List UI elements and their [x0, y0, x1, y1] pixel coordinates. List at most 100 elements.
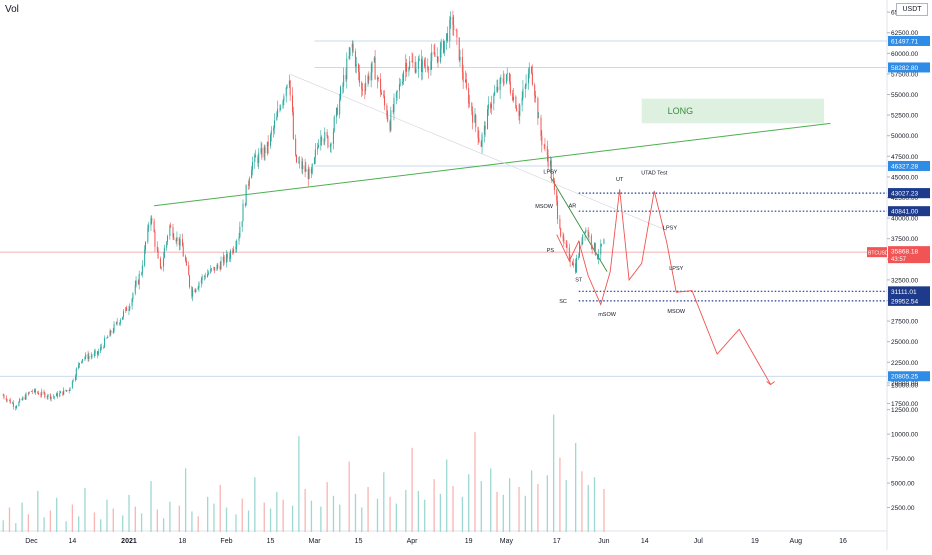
- volume-bar: [439, 493, 442, 532]
- candle-body: [163, 258, 165, 267]
- candle-body: [506, 73, 508, 75]
- candle-body: [189, 275, 191, 288]
- candle-body: [283, 96, 285, 101]
- x-tick-label: May: [500, 538, 514, 545]
- volume-bar: [537, 484, 539, 532]
- candle-body: [305, 169, 307, 172]
- volume-bar: [37, 490, 39, 532]
- candle-body: [456, 30, 458, 38]
- candle-body: [157, 249, 159, 259]
- candle-body: [575, 257, 577, 273]
- candle-body: [373, 57, 375, 62]
- candle-body: [380, 78, 382, 93]
- candle-body: [550, 160, 552, 178]
- x-tick-label: 17: [553, 538, 561, 545]
- candle-body: [553, 177, 555, 181]
- candle-body: [213, 267, 215, 269]
- candle-body: [428, 69, 430, 71]
- candle-body: [563, 237, 565, 244]
- candle-body: [478, 138, 480, 142]
- candle-body: [239, 226, 241, 238]
- volume-bar: [291, 505, 294, 532]
- candle-body: [537, 98, 539, 118]
- volume-bar: [348, 461, 350, 532]
- volume-bar: [518, 486, 520, 532]
- candle-body: [276, 116, 278, 121]
- candle-body: [170, 225, 172, 228]
- volume-bar: [56, 497, 58, 532]
- candle-body: [588, 235, 590, 237]
- volume-bar: [603, 488, 605, 532]
- price-level-tag: [888, 35, 930, 46]
- candle-body: [365, 82, 367, 91]
- candle-body: [273, 120, 275, 128]
- candle-body: [220, 260, 222, 270]
- candle-body: [386, 105, 388, 116]
- x-tick-label: Aug: [790, 538, 803, 545]
- y-tick-label: 32500.00: [891, 277, 918, 284]
- candle-body: [472, 111, 474, 123]
- candle-body: [326, 132, 328, 137]
- candle-body: [248, 178, 250, 186]
- candle-body: [100, 347, 102, 348]
- y-tick-label: 47500.00: [891, 154, 918, 161]
- candle-body: [399, 83, 401, 85]
- volume-bar: [21, 502, 23, 532]
- price-level-tag-label: 20805.25: [891, 374, 918, 381]
- candle-body: [556, 190, 558, 201]
- long-zone-label: LONG: [668, 106, 694, 116]
- volume-bar: [197, 516, 199, 532]
- candle-body: [462, 72, 464, 82]
- candle-body: [72, 380, 74, 381]
- y-tick-label: 2500.00: [891, 505, 915, 512]
- candle-body: [314, 149, 316, 158]
- candle-body: [601, 243, 603, 245]
- y-tick-label: 5000.00: [891, 481, 915, 488]
- volume-bar: [367, 486, 369, 532]
- candle-body: [475, 114, 477, 128]
- candle-body: [21, 399, 23, 400]
- candle-body: [258, 152, 260, 163]
- candle-body: [317, 144, 319, 148]
- candle-body: [414, 62, 416, 73]
- candle-body: [93, 352, 95, 356]
- candle-body: [358, 64, 360, 73]
- candle-body: [336, 107, 338, 117]
- volume-bar: [128, 494, 130, 532]
- candle-body: [255, 155, 257, 158]
- candle-body: [314, 157, 316, 164]
- candle-body: [477, 127, 479, 139]
- symbol-tag: BTCUSDT: [868, 251, 892, 257]
- candle-body: [132, 293, 134, 299]
- x-tick-label: 19: [465, 538, 473, 545]
- volume-bar: [524, 495, 526, 532]
- candle-body: [84, 357, 86, 360]
- candle-body: [408, 67, 410, 72]
- currency-label[interactable]: USDT: [896, 3, 928, 16]
- candle-body: [354, 51, 356, 67]
- volume-bar: [134, 506, 136, 532]
- volume-bar: [530, 470, 533, 532]
- candle-body: [553, 180, 555, 191]
- candle-body: [226, 254, 228, 258]
- candle-body: [97, 351, 99, 355]
- y-tick-label: 17500.00: [891, 401, 918, 408]
- candle-body: [323, 140, 325, 142]
- annotation-label: mSOW: [598, 312, 617, 318]
- candle-body: [370, 72, 372, 81]
- candle-body: [204, 276, 206, 278]
- x-tick-label: Jul: [694, 538, 703, 545]
- candle-body: [531, 66, 533, 73]
- price-level-tag-label: 46327.28: [891, 163, 918, 170]
- candle-body: [185, 260, 187, 266]
- candle-body: [543, 144, 545, 146]
- candle-body: [18, 402, 20, 407]
- candle-body: [525, 83, 527, 86]
- candle-body: [431, 52, 433, 62]
- volume-bar: [326, 482, 328, 532]
- candle-body: [591, 244, 593, 249]
- volume-bar: [411, 447, 413, 532]
- candle-body: [68, 390, 70, 391]
- candle-body: [572, 263, 574, 266]
- candle-body: [122, 311, 124, 317]
